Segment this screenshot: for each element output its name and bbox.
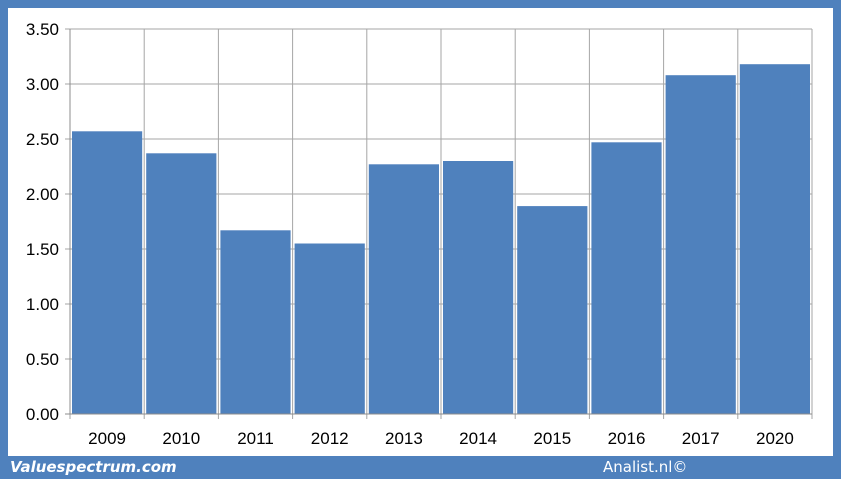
x-tick-label: 2012 (311, 429, 349, 448)
x-tick-label: 2011 (237, 429, 274, 448)
y-tick-label: 0.00 (26, 405, 59, 424)
bar (591, 142, 662, 415)
bar (665, 75, 736, 414)
y-tick-label: 1.00 (26, 295, 59, 314)
y-tick-label: 2.00 (26, 185, 59, 204)
chart-panel: 0.00 0.50 1.00 1.50 2.00 2.50 3.00 3.50 2009 2010… (8, 8, 833, 456)
x-tick-label: 2014 (459, 429, 497, 448)
bar (739, 64, 810, 414)
x-tick-label: 2009 (88, 429, 126, 448)
y-tick-label: 2.50 (26, 130, 59, 149)
x-tick-label: 2013 (385, 429, 423, 448)
x-tick-label: 2010 (162, 429, 200, 448)
bar (72, 131, 143, 415)
copyright-label: Analist.nl© (603, 458, 688, 476)
y-tick-label: 3.50 (26, 20, 59, 39)
source-label: Valuespectrum.com (10, 458, 177, 476)
bar (368, 164, 439, 414)
y-tick-label: 0.50 (26, 350, 59, 369)
bar (517, 206, 588, 414)
y-tick-label: 1.50 (26, 240, 59, 259)
bar-chart: 0.00 0.50 1.00 1.50 2.00 2.50 3.00 3.50 2009 2010… (26, 20, 813, 448)
bar (294, 243, 365, 414)
bar (146, 153, 217, 415)
y-tick-label: 3.00 (26, 75, 59, 94)
x-tick-label: 2015 (533, 429, 571, 448)
bar (220, 230, 291, 414)
x-tick-label: 2016 (608, 429, 646, 448)
x-tick-label: 2017 (682, 429, 720, 448)
bar (443, 161, 514, 414)
x-tick-label: 2020 (756, 429, 794, 448)
